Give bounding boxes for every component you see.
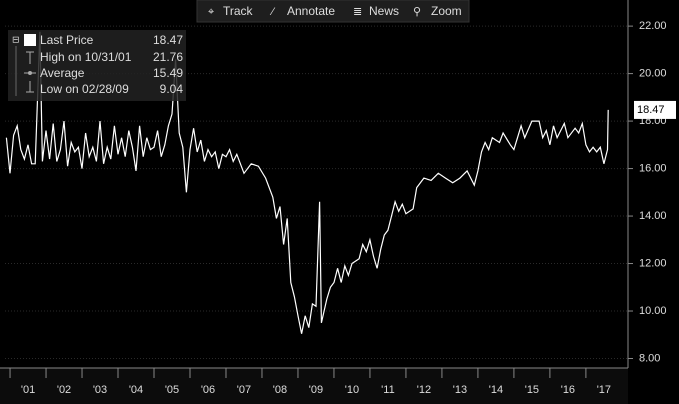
- x-tick-label: '10: [345, 384, 359, 396]
- x-tick-label: '01: [21, 384, 35, 396]
- last-price-tag: [634, 100, 676, 119]
- news-button[interactable]: ≣ News: [353, 4, 399, 18]
- x-tick-label: '05: [165, 384, 179, 396]
- y-tick-label: 22.00: [639, 20, 667, 32]
- toolbar-label[interactable]: News: [369, 4, 399, 18]
- track-button[interactable]: ⌖ Track: [208, 4, 254, 18]
- zoom-button[interactable]: ⚲ Zoom: [413, 4, 462, 18]
- plot: [5, 31, 609, 334]
- toolbar-label[interactable]: Zoom: [431, 4, 462, 18]
- legend-swatch: [24, 34, 36, 46]
- legend-value: 15.49: [153, 66, 183, 80]
- grid: [5, 25, 628, 360]
- annotate-button[interactable]: ⁄ Annotate: [269, 4, 335, 18]
- legend-value: 9.04: [160, 82, 184, 96]
- legend-label: Low on 02/28/09: [40, 82, 129, 96]
- last-price-label: 18.47: [637, 104, 665, 116]
- y-tick-label: 10.00: [639, 305, 667, 317]
- y-tick-label: 14.00: [639, 210, 667, 222]
- legend-label: Average: [40, 66, 85, 80]
- legend-value: 21.76: [153, 50, 183, 64]
- x-tick-label: '07: [237, 384, 251, 396]
- toolbar-label[interactable]: Track: [223, 4, 254, 18]
- x-tick-label: '16: [561, 384, 575, 396]
- x-tick-label: '08: [273, 384, 287, 396]
- x-tick-label: '04: [129, 384, 143, 396]
- y-tick-label: 8.00: [639, 352, 660, 364]
- legend-bg: [8, 30, 186, 101]
- x-tick-label: '14: [489, 384, 503, 396]
- icon: ⁄: [269, 6, 276, 18]
- x-tick-label: '06: [201, 384, 215, 396]
- y-tick-label: 20.00: [639, 68, 667, 80]
- legend-icon: [28, 71, 32, 75]
- toolbar: ⌖ Track ⁄ Annotate ≣ News ⚲ Zoom: [196, 0, 470, 23]
- toolbar-label[interactable]: Annotate: [287, 4, 335, 18]
- x-tick-label: '03: [93, 384, 107, 396]
- x-tick-label: '15: [525, 384, 539, 396]
- icon: ⚲: [413, 6, 421, 18]
- x-tick-label: '13: [453, 384, 467, 396]
- legend-label: High on 10/31/01: [40, 50, 132, 64]
- legend-value: 18.47: [153, 33, 183, 47]
- icon: ⌖: [208, 6, 214, 18]
- x-tick-label: '02: [57, 384, 71, 396]
- y-tick-label: 12.00: [639, 257, 667, 269]
- x-tick-label: '11: [381, 384, 395, 396]
- x-tick-label: '17: [597, 384, 611, 396]
- price-line: [5, 31, 609, 334]
- toolbar-bg: [196, 0, 470, 23]
- legend-label: Last Price: [40, 33, 94, 47]
- legend: ⊟ Last Price 18.47 High on 10/31/01 21.7…: [8, 30, 186, 101]
- legend-icon: ⊟: [12, 34, 20, 44]
- x-tick-label: '09: [309, 384, 323, 396]
- y-tick-label: 16.00: [639, 162, 667, 174]
- icon: ≣: [353, 6, 362, 18]
- x-tick-label: '12: [417, 384, 431, 396]
- x-axis-band: [0, 368, 628, 404]
